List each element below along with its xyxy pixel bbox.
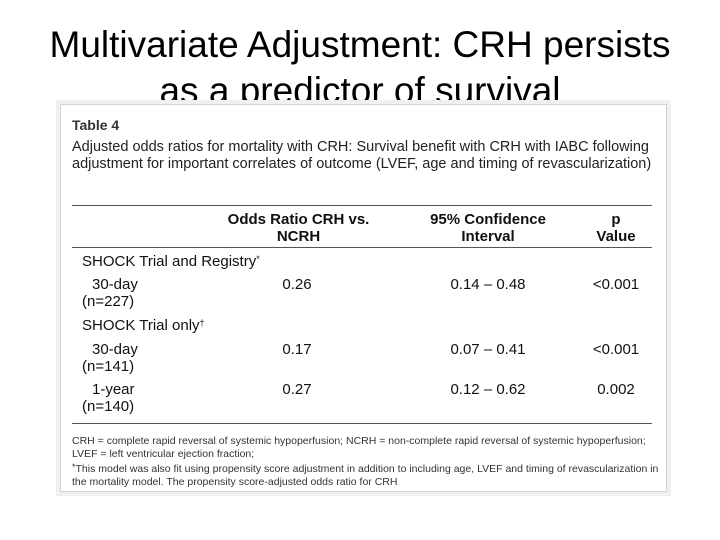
- row-label-group2-30-day: 30-day (n=141): [82, 341, 138, 375]
- group-1-marker: *: [256, 254, 260, 264]
- cell-odds-ratio: 0.17: [282, 341, 312, 358]
- row-label-group2-1-year: 1-year (n=140): [82, 381, 135, 415]
- table-label: Table 4: [72, 117, 120, 133]
- footnote-propensity-text: This model was also fit using propensity…: [72, 463, 659, 488]
- header-top-rule: [72, 205, 652, 206]
- header-p-line-2: Value: [596, 228, 636, 245]
- cell-confidence-interval: 0.07 – 0.41: [450, 341, 526, 358]
- row-period: 30-day: [92, 341, 138, 358]
- row-n: (n=227): [82, 293, 135, 310]
- header-p-value: p Value: [581, 211, 651, 245]
- group-2-label-text: SHOCK Trial only: [82, 317, 200, 334]
- footnote-propensity: *This model was also fit using propensit…: [72, 462, 662, 489]
- table-image: Table 4 Adjusted odds ratios for mortali…: [60, 104, 667, 492]
- cell-p-value: <0.001: [592, 341, 640, 358]
- cell-p-value: <0.001: [592, 276, 640, 293]
- row-n: (n=140): [82, 398, 135, 415]
- row-n: (n=141): [82, 358, 135, 375]
- table-caption: Adjusted odds ratios for mortality with …: [72, 139, 652, 172]
- header-odds-ratio-line-1: Odds Ratio CRH vs.: [227, 211, 370, 228]
- header-confidence-interval: 95% Confidence Interval: [418, 211, 558, 245]
- slide-title-line-1: Multivariate Adjustment: CRH persists: [49, 24, 671, 65]
- group-label-trial-only: SHOCK Trial only†: [82, 317, 205, 334]
- row-period: 1-year: [92, 381, 135, 398]
- footnote-abbreviations: CRH = complete rapid reversal of systemi…: [72, 435, 646, 460]
- row-label-group1-30-day: 30-day (n=227): [82, 276, 138, 310]
- cell-confidence-interval: 0.14 – 0.48: [450, 276, 526, 293]
- header-bottom-rule: [72, 247, 652, 248]
- row-period: 30-day: [92, 276, 138, 293]
- cell-p-value: 0.002: [597, 381, 635, 398]
- slide-title: Multivariate Adjustment: CRH persists as…: [0, 22, 720, 114]
- header-odds-ratio: Odds Ratio CRH vs. NCRH: [216, 211, 381, 245]
- cell-odds-ratio: 0.26: [282, 276, 312, 293]
- header-ci-line-1: 95% Confidence: [430, 211, 546, 228]
- header-ci-line-2: Interval: [461, 228, 515, 245]
- group-2-marker: †: [199, 318, 205, 328]
- cell-confidence-interval: 0.12 – 0.62: [450, 381, 526, 398]
- cell-odds-ratio: 0.27: [282, 381, 312, 398]
- footnote-marker: *: [72, 462, 76, 472]
- header-p-line-1: p: [611, 211, 621, 228]
- header-odds-ratio-line-2: NCRH: [276, 228, 321, 245]
- group-label-trial-and-registry: SHOCK Trial and Registry*: [82, 253, 260, 270]
- table-bottom-rule: [72, 423, 652, 424]
- group-1-label-text: SHOCK Trial and Registry: [82, 253, 257, 270]
